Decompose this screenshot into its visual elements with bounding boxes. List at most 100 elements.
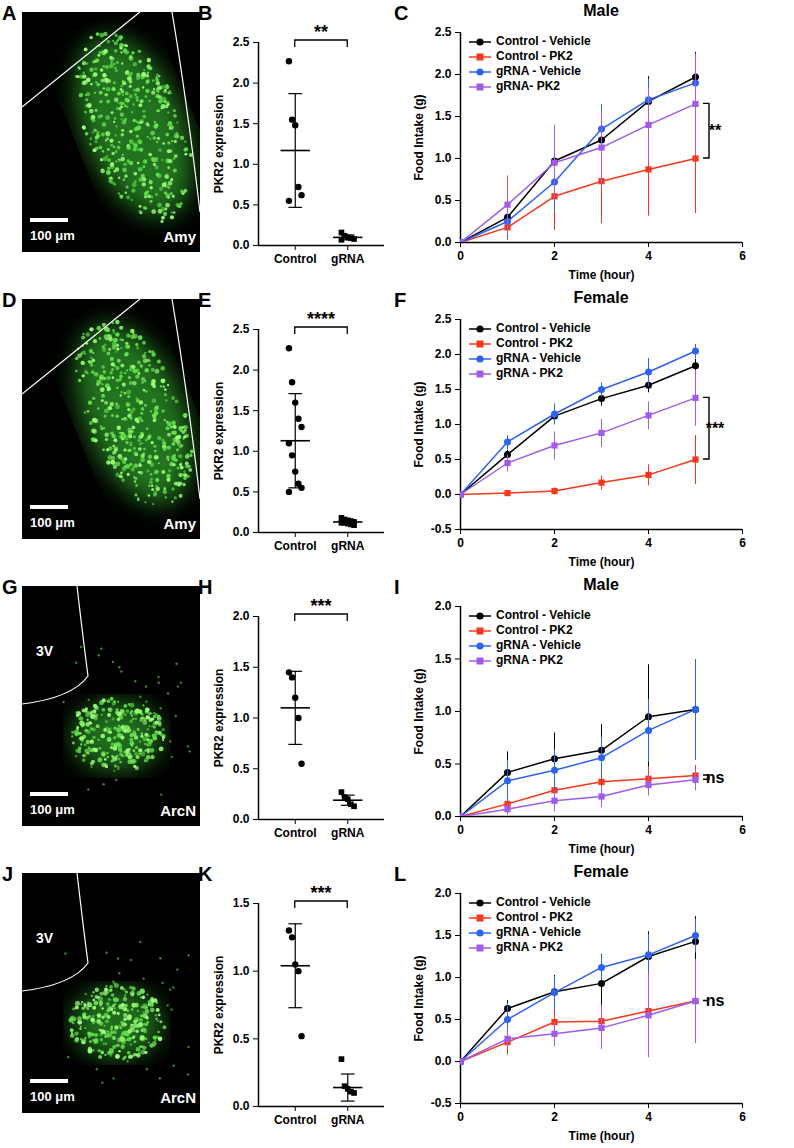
- svg-text:2.0: 2.0: [435, 347, 452, 361]
- svg-text:PKR2 expression: PKR2 expression: [212, 95, 226, 194]
- svg-text:ArcN: ArcN: [160, 802, 196, 819]
- svg-text:100 μm: 100 μm: [30, 228, 75, 243]
- svg-text:1.5: 1.5: [233, 660, 250, 674]
- svg-text:2.0: 2.0: [435, 67, 452, 81]
- svg-text:0.5: 0.5: [435, 757, 452, 771]
- svg-text:ns: ns: [706, 769, 725, 786]
- svg-text:PKR2 expression: PKR2 expression: [212, 669, 226, 768]
- svg-text:6: 6: [739, 536, 746, 550]
- svg-text:0.5: 0.5: [233, 198, 250, 212]
- svg-text:gRNA: gRNA: [331, 1113, 365, 1127]
- svg-text:1.5: 1.5: [435, 109, 452, 123]
- svg-text:gRNA: gRNA: [331, 252, 365, 266]
- svg-text:gRNA: gRNA: [331, 539, 365, 553]
- svg-text:1.0: 1.0: [435, 970, 452, 984]
- svg-text:**: **: [709, 122, 722, 139]
- svg-text:***: ***: [310, 883, 331, 903]
- svg-text:2.0: 2.0: [233, 609, 250, 623]
- svg-text:1.0: 1.0: [233, 964, 250, 978]
- svg-text:***: ***: [310, 596, 331, 616]
- svg-text:1.0: 1.0: [233, 444, 250, 458]
- svg-text:Time (hour): Time (hour): [569, 268, 635, 282]
- svg-text:2.0: 2.0: [233, 363, 250, 377]
- svg-text:-0.5: -0.5: [431, 522, 452, 536]
- svg-text:0.0: 0.0: [435, 235, 452, 249]
- svg-text:0.0: 0.0: [435, 1054, 452, 1068]
- svg-text:4: 4: [645, 536, 652, 550]
- svg-text:2.5: 2.5: [435, 25, 452, 39]
- svg-text:100 μm: 100 μm: [30, 802, 75, 817]
- svg-text:PKR2 expression: PKR2 expression: [212, 382, 226, 481]
- svg-text:0.0: 0.0: [435, 487, 452, 501]
- svg-text:Time (hour): Time (hour): [569, 555, 635, 569]
- svg-text:0: 0: [457, 536, 464, 550]
- svg-text:4: 4: [645, 823, 652, 837]
- svg-text:1.5: 1.5: [435, 928, 452, 942]
- svg-text:0.5: 0.5: [435, 193, 452, 207]
- svg-text:gRNA: gRNA: [331, 826, 365, 840]
- svg-text:0.0: 0.0: [233, 525, 250, 539]
- svg-text:Food Intake (g): Food Intake (g): [412, 95, 426, 181]
- svg-text:0.5: 0.5: [233, 762, 250, 776]
- svg-text:**: **: [314, 22, 328, 42]
- svg-text:2: 2: [551, 1110, 558, 1124]
- svg-text:0.5: 0.5: [435, 452, 452, 466]
- svg-text:0.0: 0.0: [233, 812, 250, 826]
- svg-text:0: 0: [457, 1110, 464, 1124]
- svg-text:-0.5: -0.5: [431, 1096, 452, 1110]
- svg-text:2: 2: [551, 823, 558, 837]
- svg-text:6: 6: [739, 823, 746, 837]
- svg-text:0.5: 0.5: [233, 485, 250, 499]
- svg-text:Food Intake (g): Food Intake (g): [412, 956, 426, 1042]
- svg-text:3V: 3V: [36, 643, 54, 659]
- svg-text:Amy: Amy: [163, 228, 196, 245]
- svg-text:2.0: 2.0: [435, 599, 452, 613]
- html-text:Male: Male: [583, 2, 619, 19]
- svg-text:1.5: 1.5: [233, 117, 250, 131]
- svg-text:Control: Control: [274, 826, 317, 840]
- svg-text:0.5: 0.5: [435, 1012, 452, 1026]
- svg-text:2.0: 2.0: [233, 76, 250, 90]
- svg-text:1.5: 1.5: [435, 382, 452, 396]
- svg-text:1.5: 1.5: [435, 652, 452, 666]
- svg-text:0.0: 0.0: [233, 1099, 250, 1113]
- svg-text:1.5: 1.5: [233, 896, 250, 910]
- svg-text:2.0: 2.0: [435, 886, 452, 900]
- svg-text:Food Intake (g): Food Intake (g): [412, 669, 426, 755]
- svg-text:2: 2: [551, 249, 558, 263]
- svg-text:100 μm: 100 μm: [30, 515, 75, 530]
- svg-text:0.0: 0.0: [233, 238, 250, 252]
- svg-text:2.5: 2.5: [233, 35, 250, 49]
- svg-text:0.0: 0.0: [435, 809, 452, 823]
- svg-text:Amy: Amy: [163, 515, 196, 532]
- svg-text:2.5: 2.5: [233, 322, 250, 336]
- svg-text:1.0: 1.0: [233, 711, 250, 725]
- svg-text:6: 6: [739, 249, 746, 263]
- svg-text:Control: Control: [274, 252, 317, 266]
- svg-text:4: 4: [645, 249, 652, 263]
- svg-text:ns: ns: [706, 992, 725, 1009]
- svg-text:***: ***: [706, 420, 725, 437]
- svg-text:****: ****: [307, 309, 335, 329]
- svg-text:1.0: 1.0: [435, 704, 452, 718]
- svg-text:Time (hour): Time (hour): [569, 842, 635, 856]
- svg-text:PKR2 expression: PKR2 expression: [212, 956, 226, 1055]
- svg-text:0: 0: [457, 823, 464, 837]
- svg-text:2: 2: [551, 536, 558, 550]
- svg-text:2.5: 2.5: [435, 312, 452, 326]
- svg-text:1.0: 1.0: [435, 417, 452, 431]
- svg-text:Control: Control: [274, 539, 317, 553]
- svg-text:3V: 3V: [36, 930, 54, 946]
- svg-text:0: 0: [457, 249, 464, 263]
- svg-text:1.0: 1.0: [435, 151, 452, 165]
- svg-text:0.5: 0.5: [233, 1032, 250, 1046]
- svg-text:100 μm: 100 μm: [30, 1089, 75, 1104]
- svg-text:Time (hour): Time (hour): [569, 1129, 635, 1143]
- svg-text:6: 6: [739, 1110, 746, 1124]
- svg-text:ArcN: ArcN: [160, 1089, 196, 1106]
- svg-text:Control: Control: [274, 1113, 317, 1127]
- svg-text:1.0: 1.0: [233, 157, 250, 171]
- svg-text:1.5: 1.5: [233, 404, 250, 418]
- svg-text:Food Intake (g): Food Intake (g): [412, 382, 426, 468]
- svg-text:4: 4: [645, 1110, 652, 1124]
